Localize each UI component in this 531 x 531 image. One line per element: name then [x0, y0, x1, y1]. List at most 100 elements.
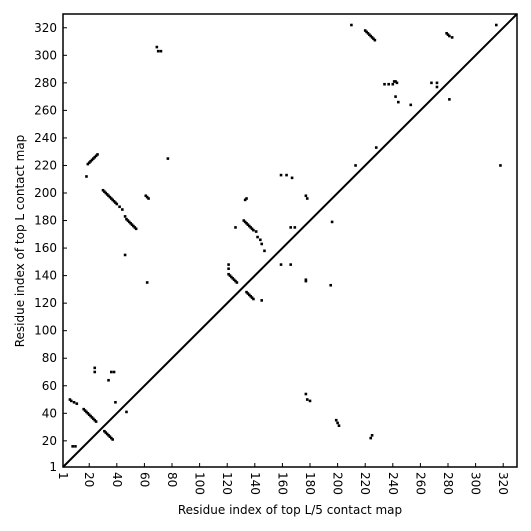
contact-point	[111, 198, 114, 202]
contact-point	[243, 198, 247, 202]
contact-point	[370, 36, 374, 39]
contact-point	[329, 283, 333, 287]
contact-point	[115, 202, 119, 206]
y-tick-label: 60	[42, 379, 57, 393]
contact-point	[133, 226, 137, 229]
plot-frame	[62, 13, 518, 468]
contact-point	[144, 194, 148, 198]
contact-point	[86, 162, 90, 166]
contact-point	[289, 226, 292, 229]
contact-point	[254, 230, 258, 233]
contact-point	[450, 36, 454, 39]
contact-point	[147, 197, 150, 200]
contact-point	[108, 435, 112, 439]
y-tick-label: 1	[49, 460, 57, 474]
contact-point	[94, 154, 98, 158]
contact-point	[108, 195, 112, 199]
contact-point	[125, 217, 128, 221]
contact-point	[249, 294, 252, 298]
x-tick-label: 100	[193, 472, 207, 495]
y-tick-label: 320	[34, 21, 57, 35]
contact-point	[228, 274, 232, 277]
contact-point	[227, 263, 230, 266]
y-tick-label: 280	[34, 76, 57, 90]
contact-point	[330, 220, 334, 224]
contact-point	[448, 34, 451, 38]
contact-point	[243, 220, 247, 224]
diagonal-line	[62, 13, 518, 468]
contact-point	[145, 281, 149, 284]
contact-point	[72, 400, 76, 404]
contact-point	[123, 215, 127, 218]
contact-point	[85, 175, 88, 178]
contact-point	[93, 155, 97, 159]
contact-point	[96, 153, 99, 156]
contact-point	[93, 418, 97, 422]
y-tick-label: 220	[34, 158, 57, 172]
contact-point	[369, 436, 373, 440]
contact-point	[395, 81, 399, 85]
contact-point	[114, 400, 117, 404]
contact-point	[263, 249, 266, 253]
contact-point	[304, 278, 308, 282]
contact-point	[68, 398, 72, 401]
contact-point	[246, 223, 250, 226]
contact-point	[125, 410, 128, 414]
y-tick-label: 80	[42, 351, 57, 365]
contact-point	[75, 402, 79, 405]
y-tick-label: 240	[34, 131, 57, 145]
contact-point	[394, 80, 397, 83]
x-tick-label: 120	[220, 472, 234, 495]
contact-point	[132, 224, 135, 228]
x-tick-label: 160	[275, 472, 289, 495]
contact-point	[366, 31, 370, 35]
contact-point	[394, 95, 397, 98]
x-tick-label: 200	[331, 472, 345, 495]
contact-point	[130, 223, 134, 226]
contact-point	[279, 263, 283, 266]
contact-point	[242, 219, 246, 222]
contact-point	[90, 158, 94, 162]
contact-point	[252, 297, 255, 301]
contact-point	[87, 413, 91, 416]
contact-point	[256, 235, 259, 239]
contact-point	[109, 197, 113, 200]
contact-point	[435, 81, 439, 85]
y-tick-label: 180	[34, 214, 57, 228]
contact-point	[374, 146, 378, 149]
contact-point	[89, 414, 92, 418]
x-tick-label: 320	[496, 472, 510, 495]
contact-point	[83, 409, 87, 412]
contact-point	[109, 370, 113, 374]
contact-point	[365, 30, 368, 34]
contact-point	[134, 227, 138, 231]
contact-point	[245, 197, 248, 200]
contact-point	[90, 416, 94, 419]
contact-point	[109, 436, 113, 440]
contact-point	[112, 370, 116, 374]
contact-point	[166, 157, 170, 160]
contact-point	[249, 226, 252, 229]
contact-point	[448, 98, 451, 101]
contact-point	[112, 199, 116, 203]
contact-point	[304, 392, 308, 396]
contact-point	[336, 421, 339, 425]
contact-point	[86, 412, 90, 415]
contact-point	[430, 81, 433, 85]
x-tick-label: 240	[386, 472, 400, 495]
contact-point	[87, 161, 91, 165]
contact-point	[337, 424, 341, 427]
contact-point	[250, 227, 254, 231]
contact-point	[93, 370, 97, 374]
contact-point	[260, 299, 264, 302]
contact-point	[111, 438, 114, 441]
x-tick-label: 260	[413, 472, 427, 495]
contact-point	[350, 23, 353, 27]
contact-point	[231, 277, 235, 280]
contact-point	[103, 190, 106, 193]
contact-point	[363, 29, 367, 32]
contact-point	[304, 279, 308, 283]
contact-point	[74, 445, 77, 448]
contact-point	[499, 164, 502, 167]
contact-point	[305, 398, 309, 401]
